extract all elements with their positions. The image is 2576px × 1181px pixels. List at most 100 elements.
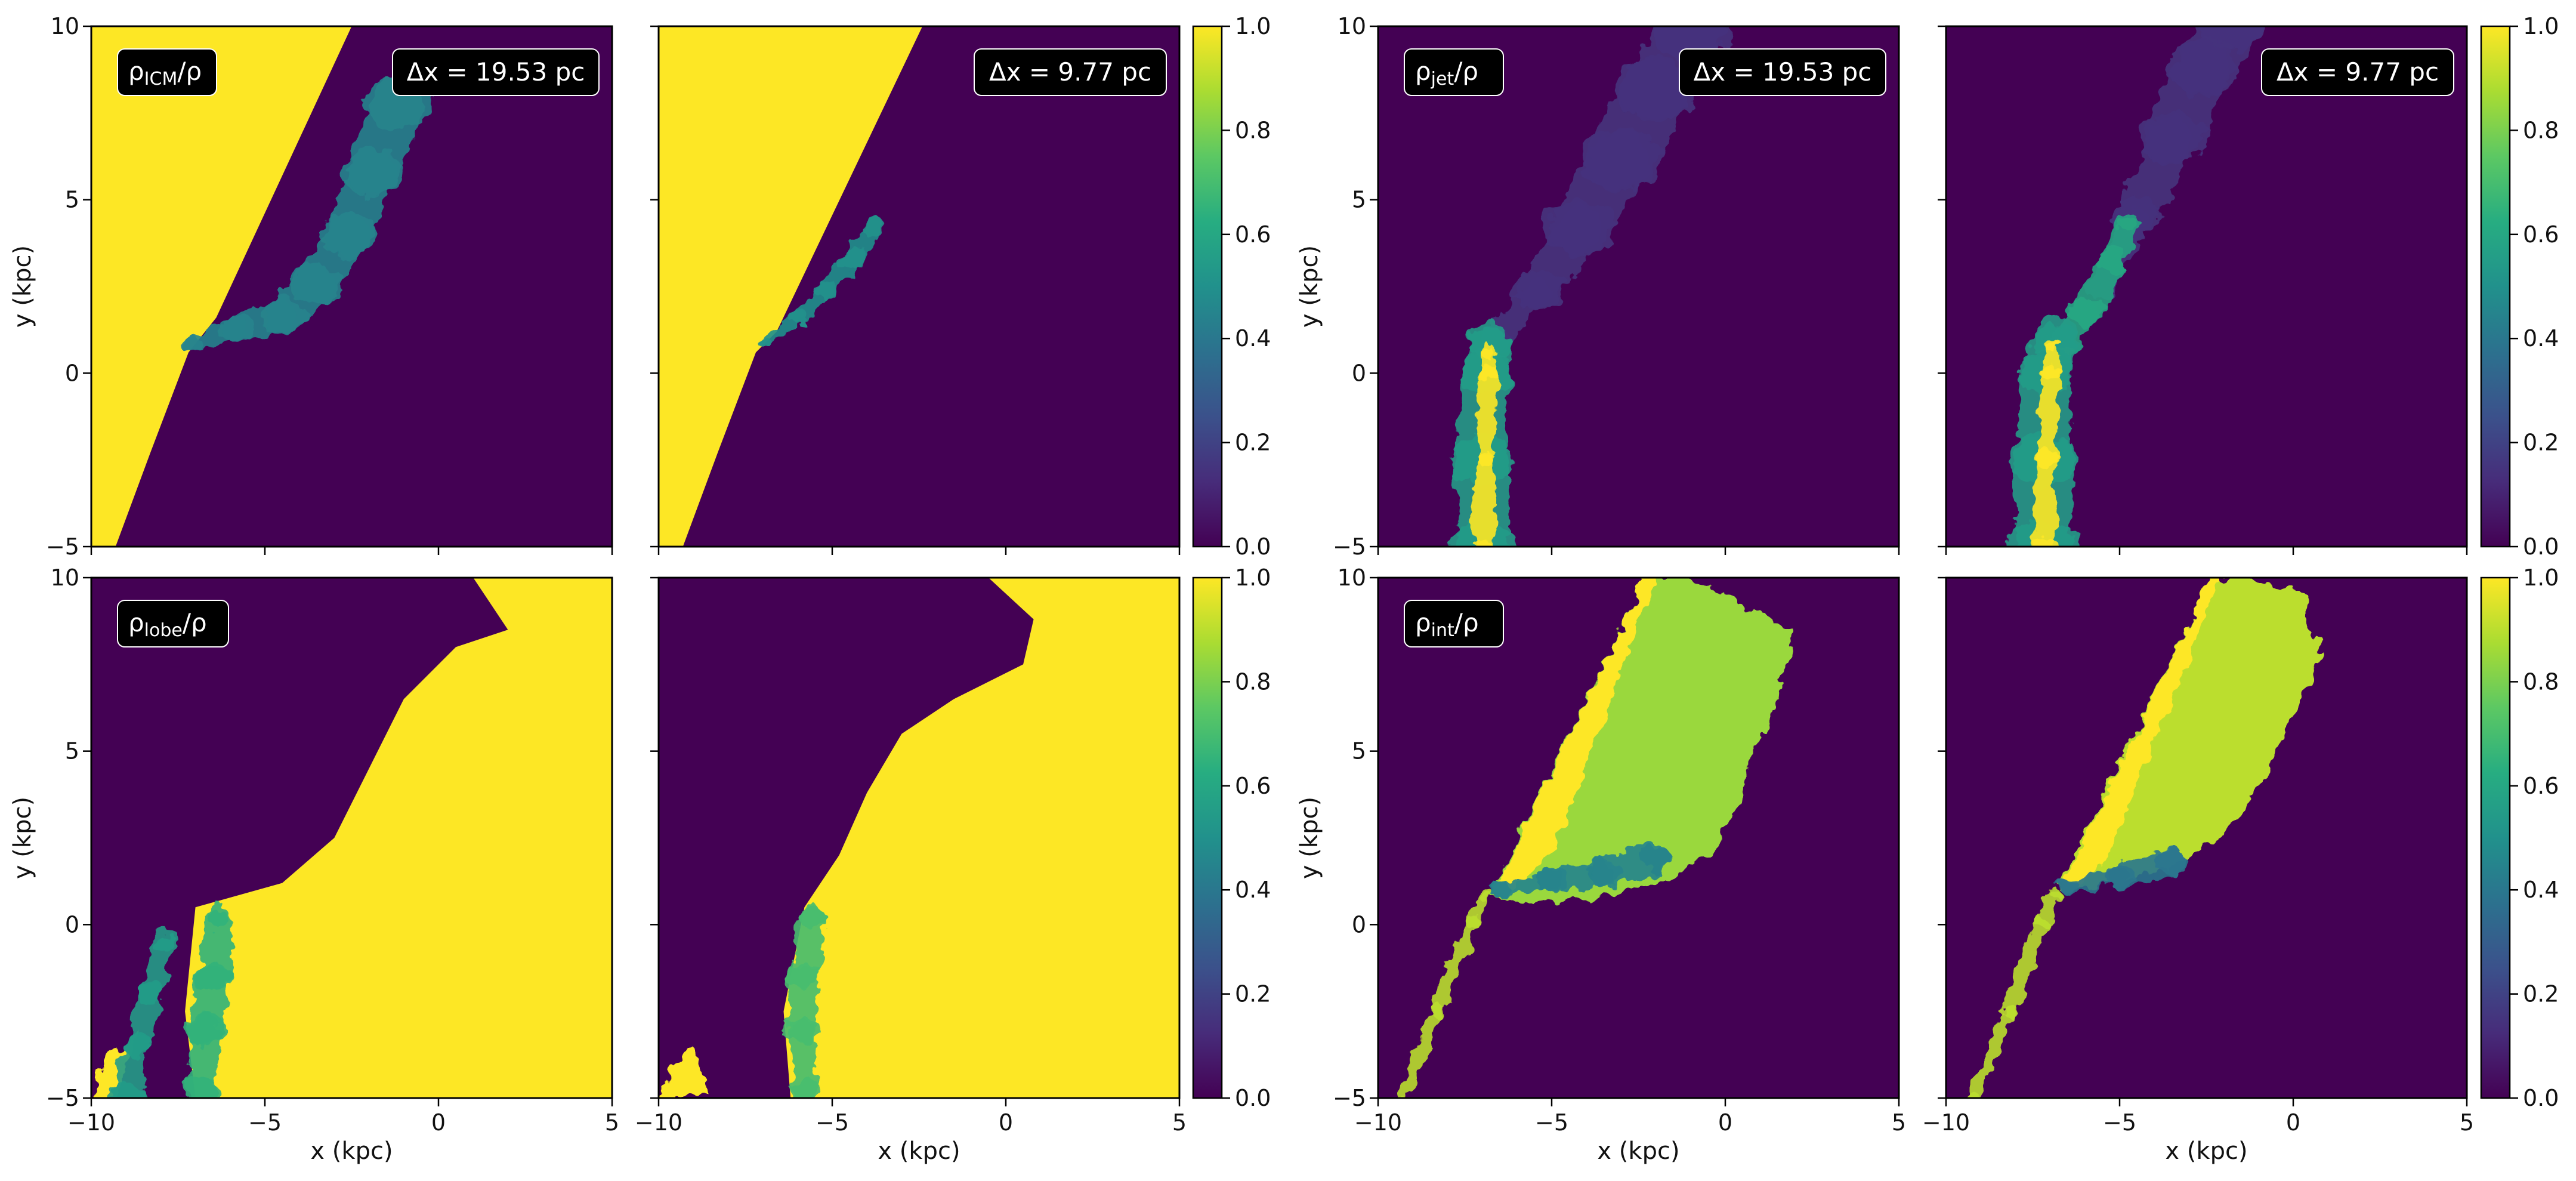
x-tick-label: 0 — [999, 1109, 1013, 1136]
heatmap-streak — [1465, 890, 1492, 931]
axes-frame — [657, 25, 1181, 548]
quantity-label: ρjet/ρ — [1415, 57, 1478, 90]
y-tick-label: −5 — [1333, 534, 1366, 560]
heatmap-blob — [1480, 893, 1491, 901]
heatmap-region — [1493, 578, 1656, 893]
y-axis-label: y (kpc) — [9, 797, 36, 879]
colorbar-tick-label: 0.6 — [1235, 773, 1271, 799]
colorbar-tick-label: 0.8 — [1235, 668, 1271, 695]
y-tick-label: −5 — [46, 1085, 79, 1111]
colorbar-tick-label: 0.8 — [1235, 117, 1271, 143]
x-tick-label: 5 — [1172, 1109, 1187, 1136]
y-tick-label: 10 — [51, 13, 79, 39]
heatmap-streak — [1474, 449, 1496, 547]
heatmap-streak — [1476, 363, 1497, 470]
colorbar-tick-label: 0.4 — [2523, 877, 2559, 903]
colorbar-tick-label: 1.0 — [1235, 13, 1271, 39]
heatmap-plume — [1394, 890, 1492, 1098]
quantity-label-box — [117, 600, 229, 647]
x-axis-label: x (kpc) — [878, 1137, 960, 1165]
y-tick-label: −5 — [1333, 1085, 1366, 1111]
y-tick-label: 0 — [65, 911, 79, 938]
heatmap-plume — [1471, 344, 1498, 547]
x-tick-label: 0 — [431, 1109, 446, 1136]
heatmap-field — [1378, 578, 1899, 1098]
heatmap-field — [1378, 26, 1899, 547]
heatmap-blob — [156, 936, 172, 948]
heatmap-field — [1946, 578, 2467, 1098]
panel-bottom-center-left: −10 −5 0 5 x (kpc) — [635, 576, 1187, 1165]
heatmap-streak — [2037, 363, 2060, 470]
axes-frame — [1945, 25, 2468, 548]
heatmap-region — [185, 578, 612, 1098]
quantity-label: ρlobe/ρ — [128, 608, 207, 641]
heatmap-plume — [2057, 849, 2188, 895]
heatmap-field — [91, 578, 612, 1098]
y-axis-label: y (kpc) — [1296, 245, 1323, 328]
heatmap-streak — [2001, 917, 2047, 1019]
heatmap-streak — [1967, 1005, 2015, 1098]
quantity-label: ρint/ρ — [1415, 608, 1479, 641]
heatmap-blob — [798, 908, 824, 927]
resolution-label: Δx = 9.77 pc — [989, 57, 1151, 87]
heatmap-region — [783, 578, 1179, 1098]
x-tick-label: 0 — [1718, 1109, 1732, 1136]
heatmap-streak — [792, 905, 824, 989]
heatmap-plume — [2030, 337, 2062, 547]
axes-frame — [1377, 25, 1900, 548]
heatmap-region — [659, 26, 923, 547]
y-tick-label: 5 — [1352, 187, 1366, 213]
heatmap-region — [659, 1046, 711, 1098]
y-tick-label: 5 — [1352, 738, 1366, 764]
colorbar-tick-label: 1.0 — [1235, 565, 1271, 591]
colorbar-tick-label: 0.2 — [1235, 430, 1271, 456]
axes-frame — [1945, 576, 2468, 1099]
colorbar-tick-label: 0.8 — [2523, 117, 2559, 143]
y-tick-label: 5 — [65, 738, 79, 764]
heatmap-field — [1946, 26, 2467, 547]
resolution-label: Δx = 19.53 pc — [1694, 57, 1872, 87]
colorbar-tick-label: 0.2 — [2523, 981, 2559, 1007]
resolution-label: Δx = 9.77 pc — [2277, 57, 2439, 87]
heatmap-plume — [783, 905, 824, 1098]
panel-top-center-left: Δx = 9.77 pc — [650, 25, 1181, 555]
y-tick-label: 0 — [65, 360, 79, 386]
heatmap-blob — [2116, 216, 2138, 232]
x-tick-label: −5 — [1535, 1109, 1568, 1136]
x-tick-label: −10 — [1922, 1109, 1970, 1136]
resolution-label-box — [974, 48, 1167, 96]
colorbar-gradient — [1192, 25, 1223, 548]
heatmap-streak — [140, 931, 175, 1005]
axes-frame — [657, 576, 1181, 1099]
y-axis-label: y (kpc) — [9, 245, 36, 328]
heatmap-streak — [1396, 1005, 1444, 1098]
heatmap-region — [1489, 578, 1795, 904]
heatmap-streak — [2033, 449, 2058, 547]
quantity-label: ρICM/ρ — [128, 57, 202, 90]
resolution-label-box — [392, 48, 600, 96]
resolution-label-box — [1679, 48, 1886, 96]
x-tick-label: −5 — [248, 1109, 282, 1136]
heatmap-blob — [2046, 340, 2062, 351]
colorbar-bottom-right-pair: 0.0 0.2 0.4 0.6 0.8 1.0 — [2480, 565, 2559, 1111]
heatmap-plume — [759, 217, 887, 347]
colorbar-tick-label: 0.2 — [1235, 981, 1271, 1007]
x-tick-label: −5 — [2103, 1109, 2136, 1136]
heatmap-plume — [1489, 844, 1672, 899]
heatmap-plume — [180, 77, 431, 355]
colorbar-top-left-pair: 0.0 0.2 0.4 0.6 0.8 1.0 — [1192, 13, 1271, 560]
colorbar-tick-label: 0.6 — [2523, 773, 2559, 799]
x-tick-label: 5 — [1892, 1109, 1906, 1136]
heatmap-streak — [2033, 890, 2060, 931]
heatmap-blob — [1481, 346, 1497, 359]
axes-frame — [1377, 576, 1900, 1099]
heatmap-blob — [861, 218, 887, 238]
heatmap-field — [91, 26, 612, 547]
heatmap-plume — [184, 903, 234, 1098]
colorbar-tick-label: 0.2 — [2523, 430, 2559, 456]
colorbar-gradient — [1192, 576, 1223, 1099]
colorbar-tick-label: 1.0 — [2523, 565, 2559, 591]
x-tick-label: 5 — [605, 1109, 619, 1136]
heatmap-streak — [1429, 917, 1479, 1019]
